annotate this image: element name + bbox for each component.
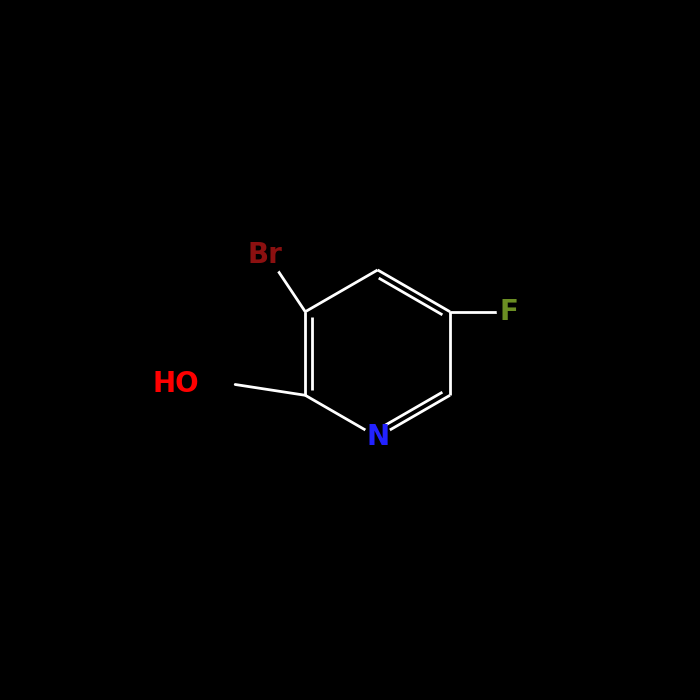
Circle shape bbox=[244, 234, 286, 276]
Circle shape bbox=[364, 424, 391, 451]
Circle shape bbox=[498, 300, 521, 323]
Text: Br: Br bbox=[247, 241, 282, 269]
Circle shape bbox=[155, 364, 197, 405]
Text: N: N bbox=[366, 423, 389, 451]
Text: F: F bbox=[500, 298, 519, 326]
Text: HO: HO bbox=[153, 370, 199, 398]
